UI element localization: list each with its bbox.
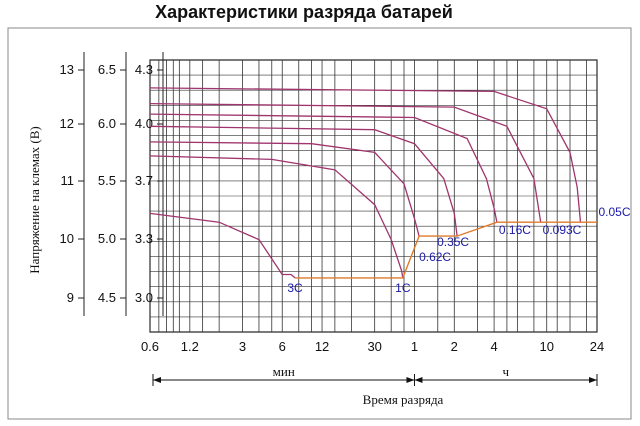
arrow-icon bbox=[406, 377, 415, 383]
x-tick-label: 4 bbox=[490, 339, 497, 354]
y-axis-label: Напряжение на клемах (В) bbox=[27, 126, 42, 273]
x-tick-label: 1 bbox=[411, 339, 418, 354]
x-units: мин ч bbox=[152, 364, 598, 386]
series-group bbox=[149, 87, 597, 279]
arrow-icon bbox=[414, 377, 423, 383]
series-curve-0.35C bbox=[149, 125, 458, 237]
x-tick-label: 1.2 bbox=[181, 339, 199, 354]
y-tick-label-12V: 11 bbox=[61, 173, 75, 188]
series-curve-0.16C bbox=[149, 113, 498, 223]
y-tick-label-6V: 5.5 bbox=[98, 173, 116, 188]
y-tick-label-12V: 13 bbox=[60, 62, 74, 77]
grid bbox=[149, 60, 598, 332]
x-tick-label: 2 bbox=[451, 339, 458, 354]
y-tick-label-4V: 4.0 bbox=[135, 116, 153, 131]
rate-label-0.35C: 0.35C bbox=[437, 235, 469, 249]
arrow-icon bbox=[153, 377, 161, 383]
x-tick-label: 0.6 bbox=[141, 339, 159, 354]
rate-label-1C: 1C bbox=[395, 281, 411, 295]
chart-title: Характеристики разряда батарей bbox=[155, 2, 453, 22]
x-axis-label: Время разряда bbox=[363, 392, 444, 407]
y-tick-label-6V: 6.5 bbox=[98, 62, 116, 77]
y-tick-label-6V: 6.0 bbox=[98, 116, 116, 131]
series-curve-1C bbox=[149, 155, 404, 279]
x-tick-label: 10 bbox=[539, 339, 553, 354]
rate-label-3C: 3C bbox=[287, 281, 303, 295]
y-tick-label-12V: 12 bbox=[60, 116, 74, 131]
arrow-icon bbox=[589, 377, 597, 383]
unit-label-minutes: мин bbox=[273, 364, 295, 379]
unit-label-hours: ч bbox=[502, 364, 509, 379]
rate-label-0.093C: 0.093C bbox=[543, 223, 582, 237]
y-tick-label-12V: 10 bbox=[60, 231, 74, 246]
x-tick-label: 24 bbox=[590, 339, 604, 354]
x-tick-label: 6 bbox=[279, 339, 286, 354]
y-tick-label-12V: 9 bbox=[67, 290, 74, 305]
y-tick-label-4V: 3.7 bbox=[135, 173, 153, 188]
rate-label-0.16C: 0.16C bbox=[499, 223, 531, 237]
series-curve-0.093C bbox=[149, 102, 542, 223]
x-tick-label: 30 bbox=[367, 339, 381, 354]
tick-labels: 0.6 1.2 3 6 12 30 1 2 4 10 241312111096.56.05.55.0… bbox=[60, 52, 604, 354]
series-curve-0.62C bbox=[149, 141, 420, 237]
rate-label-0.62C: 0.62C bbox=[419, 250, 451, 264]
cutoff-voltage-line bbox=[295, 221, 597, 279]
y-tick-label-6V: 5.0 bbox=[98, 231, 116, 246]
y-tick-label-4V: 4.3 bbox=[135, 62, 153, 77]
series-curve-3C bbox=[149, 212, 296, 279]
y-tick-label-4V: 3.3 bbox=[135, 231, 153, 246]
series-curve-0.05C bbox=[149, 87, 582, 223]
y-tick-label-4V: 3.0 bbox=[135, 290, 153, 305]
outer-border bbox=[7, 27, 632, 420]
x-tick-label: 3 bbox=[239, 339, 246, 354]
x-tick-label: 12 bbox=[315, 339, 329, 354]
y-tick-label-6V: 4.5 bbox=[98, 290, 116, 305]
rate-label-0.05C: 0.05C bbox=[598, 205, 630, 219]
plot-frame bbox=[7, 27, 632, 420]
